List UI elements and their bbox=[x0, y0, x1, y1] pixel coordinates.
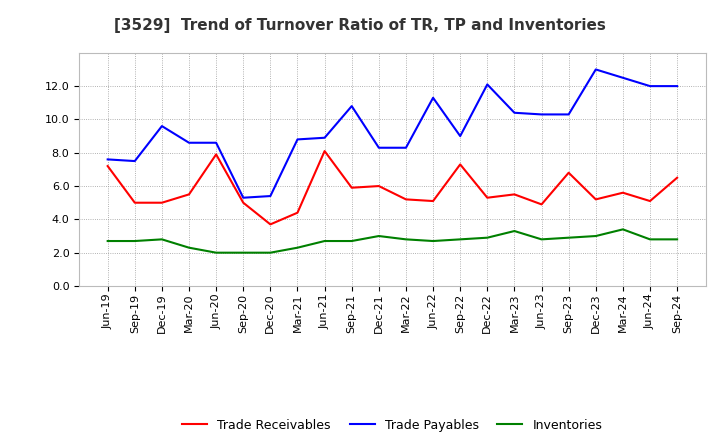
Trade Payables bbox=[374, 145, 383, 150]
Inventories bbox=[239, 250, 248, 255]
Trade Payables bbox=[456, 133, 464, 139]
Legend: Trade Receivables, Trade Payables, Inventories: Trade Receivables, Trade Payables, Inven… bbox=[177, 414, 608, 436]
Trade Receivables bbox=[239, 200, 248, 205]
Inventories bbox=[537, 237, 546, 242]
Trade Payables bbox=[239, 195, 248, 200]
Trade Receivables bbox=[104, 163, 112, 169]
Inventories bbox=[266, 250, 275, 255]
Trade Receivables bbox=[510, 192, 518, 197]
Trade Receivables bbox=[428, 198, 437, 204]
Trade Receivables bbox=[158, 200, 166, 205]
Inventories bbox=[456, 237, 464, 242]
Inventories bbox=[348, 238, 356, 244]
Inventories bbox=[293, 245, 302, 250]
Line: Inventories: Inventories bbox=[108, 229, 677, 253]
Inventories bbox=[591, 233, 600, 238]
Trade Payables bbox=[618, 75, 627, 81]
Trade Payables bbox=[293, 137, 302, 142]
Trade Receivables bbox=[293, 210, 302, 215]
Trade Receivables bbox=[646, 198, 654, 204]
Inventories bbox=[104, 238, 112, 244]
Line: Trade Payables: Trade Payables bbox=[108, 70, 677, 198]
Trade Receivables bbox=[483, 195, 492, 200]
Trade Receivables bbox=[212, 152, 220, 157]
Trade Receivables bbox=[374, 183, 383, 189]
Trade Payables bbox=[130, 158, 139, 164]
Trade Receivables bbox=[591, 197, 600, 202]
Trade Payables bbox=[591, 67, 600, 72]
Trade Payables bbox=[672, 84, 681, 89]
Trade Receivables bbox=[537, 202, 546, 207]
Line: Trade Receivables: Trade Receivables bbox=[108, 151, 677, 224]
Inventories bbox=[212, 250, 220, 255]
Trade Receivables bbox=[320, 148, 329, 154]
Inventories bbox=[185, 245, 194, 250]
Inventories bbox=[672, 237, 681, 242]
Trade Payables bbox=[266, 194, 275, 199]
Trade Receivables bbox=[456, 162, 464, 167]
Trade Payables bbox=[348, 103, 356, 109]
Inventories bbox=[646, 237, 654, 242]
Trade Payables bbox=[185, 140, 194, 145]
Inventories bbox=[374, 233, 383, 238]
Inventories bbox=[320, 238, 329, 244]
Inventories bbox=[158, 237, 166, 242]
Trade Payables bbox=[212, 140, 220, 145]
Trade Receivables bbox=[266, 222, 275, 227]
Trade Receivables bbox=[618, 190, 627, 195]
Inventories bbox=[130, 238, 139, 244]
Trade Payables bbox=[158, 124, 166, 129]
Trade Payables bbox=[646, 84, 654, 89]
Trade Receivables bbox=[185, 192, 194, 197]
Inventories bbox=[618, 227, 627, 232]
Inventories bbox=[510, 228, 518, 234]
Trade Payables bbox=[510, 110, 518, 115]
Inventories bbox=[483, 235, 492, 240]
Inventories bbox=[428, 238, 437, 244]
Trade Payables bbox=[537, 112, 546, 117]
Trade Payables bbox=[483, 82, 492, 87]
Trade Receivables bbox=[564, 170, 573, 176]
Trade Receivables bbox=[130, 200, 139, 205]
Trade Payables bbox=[428, 95, 437, 100]
Trade Receivables bbox=[402, 197, 410, 202]
Trade Receivables bbox=[672, 175, 681, 180]
Trade Payables bbox=[104, 157, 112, 162]
Inventories bbox=[564, 235, 573, 240]
Trade Payables bbox=[564, 112, 573, 117]
Trade Payables bbox=[402, 145, 410, 150]
Text: [3529]  Trend of Turnover Ratio of TR, TP and Inventories: [3529] Trend of Turnover Ratio of TR, TP… bbox=[114, 18, 606, 33]
Trade Receivables bbox=[348, 185, 356, 191]
Inventories bbox=[402, 237, 410, 242]
Trade Payables bbox=[320, 135, 329, 140]
